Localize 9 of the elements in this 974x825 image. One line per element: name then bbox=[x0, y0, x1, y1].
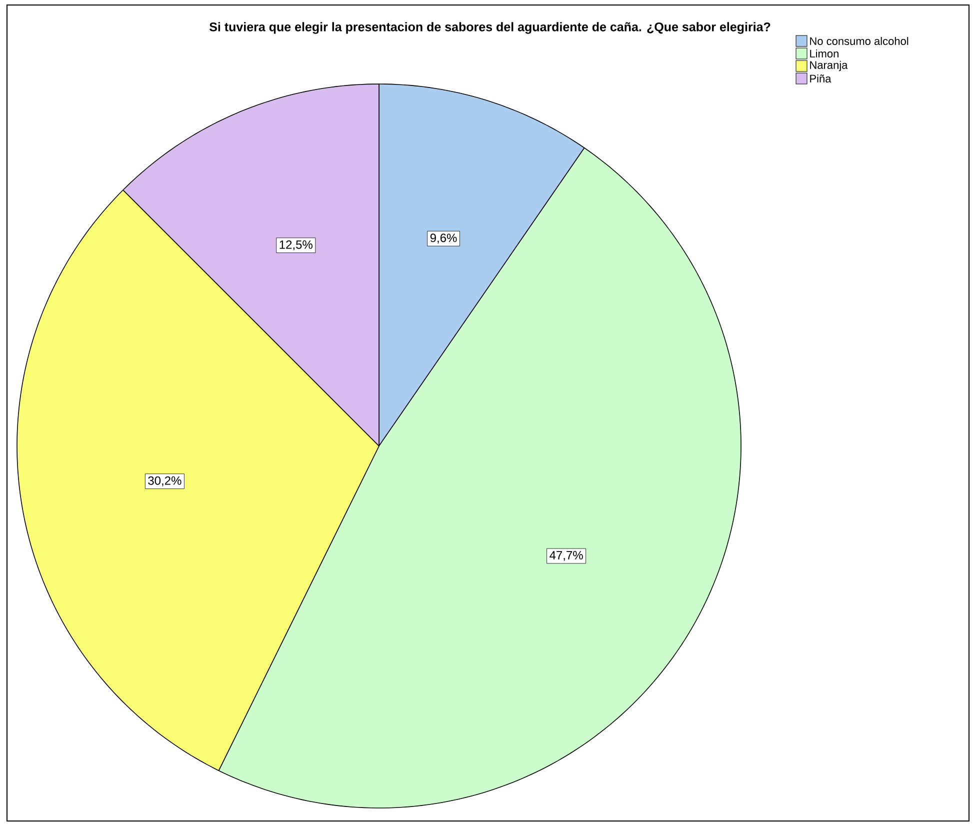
chart-title: Si tuviera que elegir la presentacion de sabores del aguardiente de caña. ¿Que sabor elegiria? bbox=[209, 22, 770, 34]
data-label: 30,2% bbox=[148, 476, 182, 486]
data-label: 47,7% bbox=[550, 551, 583, 561]
legend-label: Naranja bbox=[810, 60, 848, 72]
data-label: 12,5% bbox=[280, 240, 312, 250]
data-label: 9,6% bbox=[430, 234, 457, 244]
legend-label: No consumo alcohol bbox=[810, 36, 908, 46]
legend-label: Piña bbox=[810, 74, 832, 83]
legend-label: Limon bbox=[810, 49, 838, 58]
